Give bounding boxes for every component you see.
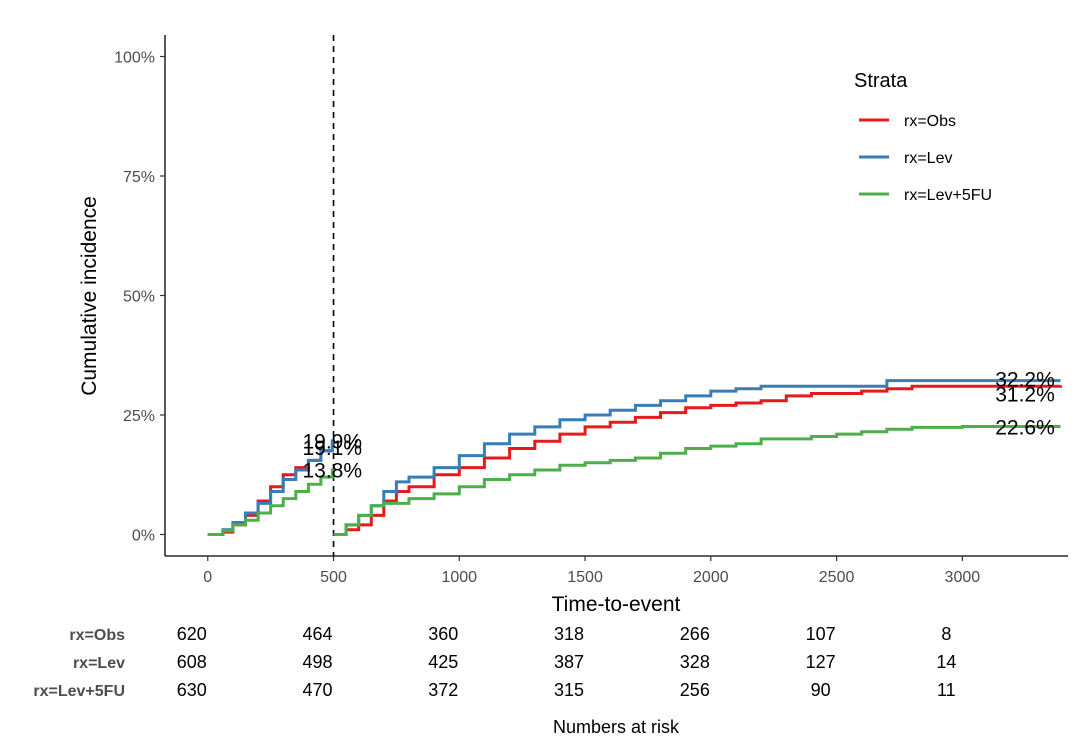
legend-label: rx=Lev+5FU bbox=[904, 187, 992, 204]
risk-row-label: rx=Obs bbox=[69, 627, 125, 644]
legend-label: rx=Obs bbox=[904, 113, 956, 130]
risk-value: 107 bbox=[806, 624, 836, 644]
y-tick-label: 75% bbox=[123, 169, 155, 186]
risk-value: 127 bbox=[806, 652, 836, 672]
x-axis-title: Time-to-event bbox=[552, 593, 681, 616]
landmark-label-rx-lev: 19.9% bbox=[302, 430, 362, 453]
y-tick-label: 100% bbox=[114, 50, 155, 67]
x-tick-label: 1500 bbox=[567, 569, 603, 586]
risk-value: 266 bbox=[680, 624, 710, 644]
label-layer: 19.1% 31.2% 19.9% 32.2% 13.8% 22.6% bbox=[302, 369, 1054, 483]
landmark-label-rx-obs: 19.1% bbox=[302, 437, 362, 460]
risk-value: 425 bbox=[428, 652, 458, 672]
risk-value: 630 bbox=[177, 680, 207, 700]
x-tick-label: 0 bbox=[203, 569, 212, 586]
risk-value: 608 bbox=[177, 652, 207, 672]
risk-value: 620 bbox=[177, 624, 207, 644]
risk-row-label: rx=Lev+5FU bbox=[33, 683, 125, 700]
end-label-rx-lev-5fu: 22.6% bbox=[995, 416, 1055, 439]
risk-table-title: Numbers at risk bbox=[553, 717, 680, 737]
x-ticks: 0 500 1000 1500 2000 2500 3000 bbox=[203, 556, 980, 586]
x-tick-label: 2000 bbox=[693, 569, 729, 586]
risk-value: 464 bbox=[303, 624, 333, 644]
risk-value: 11 bbox=[937, 680, 956, 700]
y-axis-title: Cumulative incidence bbox=[78, 196, 101, 396]
risk-value: 470 bbox=[303, 680, 333, 700]
risk-row-label: rx=Lev bbox=[73, 655, 125, 672]
risk-table: Numbers at risk rx=Obs 620 464 360 318 266 107… bbox=[33, 624, 956, 737]
risk-value: 498 bbox=[303, 652, 333, 672]
risk-value: 90 bbox=[811, 680, 831, 700]
risk-value: 372 bbox=[428, 680, 458, 700]
y-ticks: 0% 25% 50% 75% 100% bbox=[114, 50, 165, 544]
legend-label: rx=Lev bbox=[904, 150, 952, 167]
series-line-rx-lev-post-landmark bbox=[333, 379, 1061, 536]
legend: Strata rx=Obs rx=Lev rx=Lev+5FU bbox=[854, 70, 992, 204]
landmark-label-rx-lev-5fu: 13.8% bbox=[302, 460, 362, 483]
risk-value: 387 bbox=[554, 652, 584, 672]
x-tick-label: 1000 bbox=[441, 569, 477, 586]
x-tick-label: 500 bbox=[320, 569, 347, 586]
series-layer bbox=[207, 379, 1062, 536]
y-tick-label: 25% bbox=[123, 408, 155, 425]
risk-value: 315 bbox=[554, 680, 584, 700]
risk-value: 14 bbox=[936, 652, 956, 672]
x-tick-label: 3000 bbox=[945, 569, 981, 586]
x-tick-label: 2500 bbox=[819, 569, 855, 586]
risk-value: 256 bbox=[680, 680, 710, 700]
legend-title: Strata bbox=[854, 70, 908, 92]
series-line-rx-lev-5fu-post-landmark bbox=[333, 425, 1061, 536]
series-line-rx-obs-post-landmark bbox=[333, 384, 1062, 536]
series-line-rx-lev-5fu-pre-landmark bbox=[207, 468, 334, 536]
end-label-rx-lev: 32.2% bbox=[995, 369, 1055, 392]
y-tick-label: 50% bbox=[123, 289, 155, 306]
risk-value: 328 bbox=[680, 652, 710, 672]
risk-value: 360 bbox=[428, 624, 458, 644]
risk-value: 318 bbox=[554, 624, 584, 644]
risk-value: 8 bbox=[941, 624, 951, 644]
y-tick-label: 0% bbox=[132, 527, 155, 544]
end-label-rx-obs: 31.2% bbox=[995, 383, 1055, 406]
